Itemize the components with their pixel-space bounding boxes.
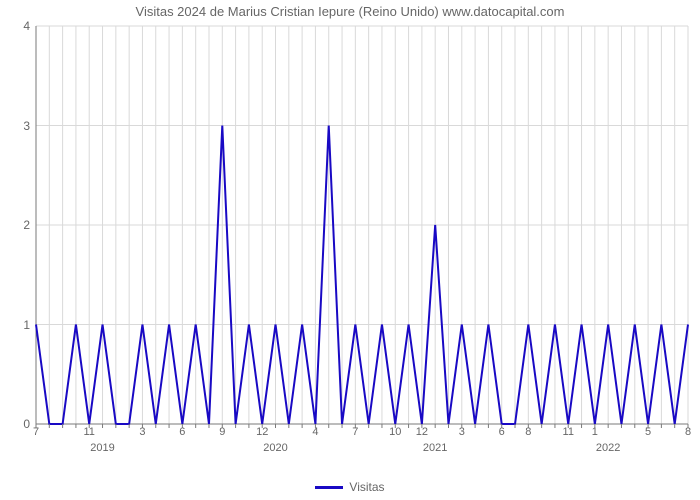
plot-area: 01234 7112019369122020471012202136811120…	[36, 26, 688, 424]
x-tick-label: 6	[179, 426, 185, 438]
x-tick-year: 2021	[423, 442, 447, 454]
x-tick-label: 12	[416, 426, 428, 438]
y-tick-label: 0	[0, 417, 30, 431]
x-tick-label: 8	[685, 426, 691, 438]
x-tick-label: 9	[219, 426, 225, 438]
x-axis-ticks: 71120193691220204710122021368111202258	[36, 424, 688, 464]
x-tick-year: 2020	[263, 442, 287, 454]
x-tick-label: 7	[352, 426, 358, 438]
y-tick-label: 2	[0, 218, 30, 232]
x-tick-label: 6	[499, 426, 505, 438]
x-tick-label: 12	[256, 426, 268, 438]
x-tick-label: 11	[563, 426, 574, 438]
chart-container: Visitas 2024 de Marius Cristian Iepure (…	[0, 0, 700, 500]
x-tick-year: 2022	[596, 442, 620, 454]
line-chart-svg	[36, 26, 688, 464]
x-tick-label: 1	[592, 426, 598, 438]
x-tick-label: 11	[84, 426, 95, 438]
x-tick-year: 2019	[90, 442, 114, 454]
y-tick-label: 4	[0, 19, 30, 33]
x-tick-label: 8	[525, 426, 531, 438]
x-tick-label: 3	[459, 426, 465, 438]
x-tick-label: 7	[33, 426, 39, 438]
chart-title: Visitas 2024 de Marius Cristian Iepure (…	[0, 4, 700, 19]
x-tick-label: 3	[139, 426, 145, 438]
legend: Visitas	[0, 480, 700, 494]
y-tick-label: 3	[0, 119, 30, 133]
x-tick-label: 4	[312, 426, 318, 438]
y-tick-label: 1	[0, 318, 30, 332]
x-tick-label: 5	[645, 426, 651, 438]
legend-label: Visitas	[349, 480, 384, 494]
legend-swatch	[315, 486, 343, 489]
x-tick-label: 10	[389, 426, 401, 438]
